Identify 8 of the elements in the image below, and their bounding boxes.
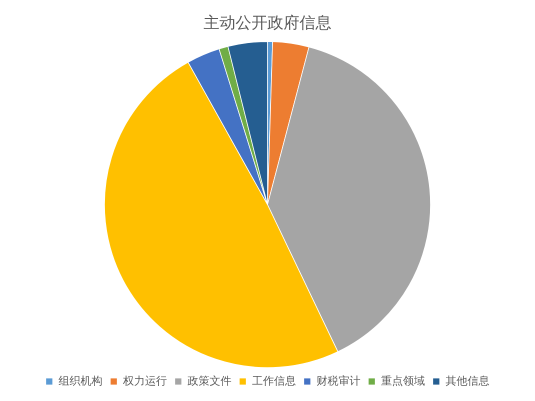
legend-label: 政策文件 bbox=[187, 374, 232, 388]
legend-label: 其他信息 bbox=[445, 374, 490, 388]
legend-label: 重点领域 bbox=[380, 374, 425, 388]
legend-label: 财税审计 bbox=[316, 374, 360, 388]
legend-label: 权力运行 bbox=[122, 374, 167, 388]
chart-title: 主动公开政府信息 bbox=[204, 12, 332, 32]
legend-label: 组织机构 bbox=[58, 374, 102, 388]
legend-label: 工作信息 bbox=[252, 374, 296, 388]
